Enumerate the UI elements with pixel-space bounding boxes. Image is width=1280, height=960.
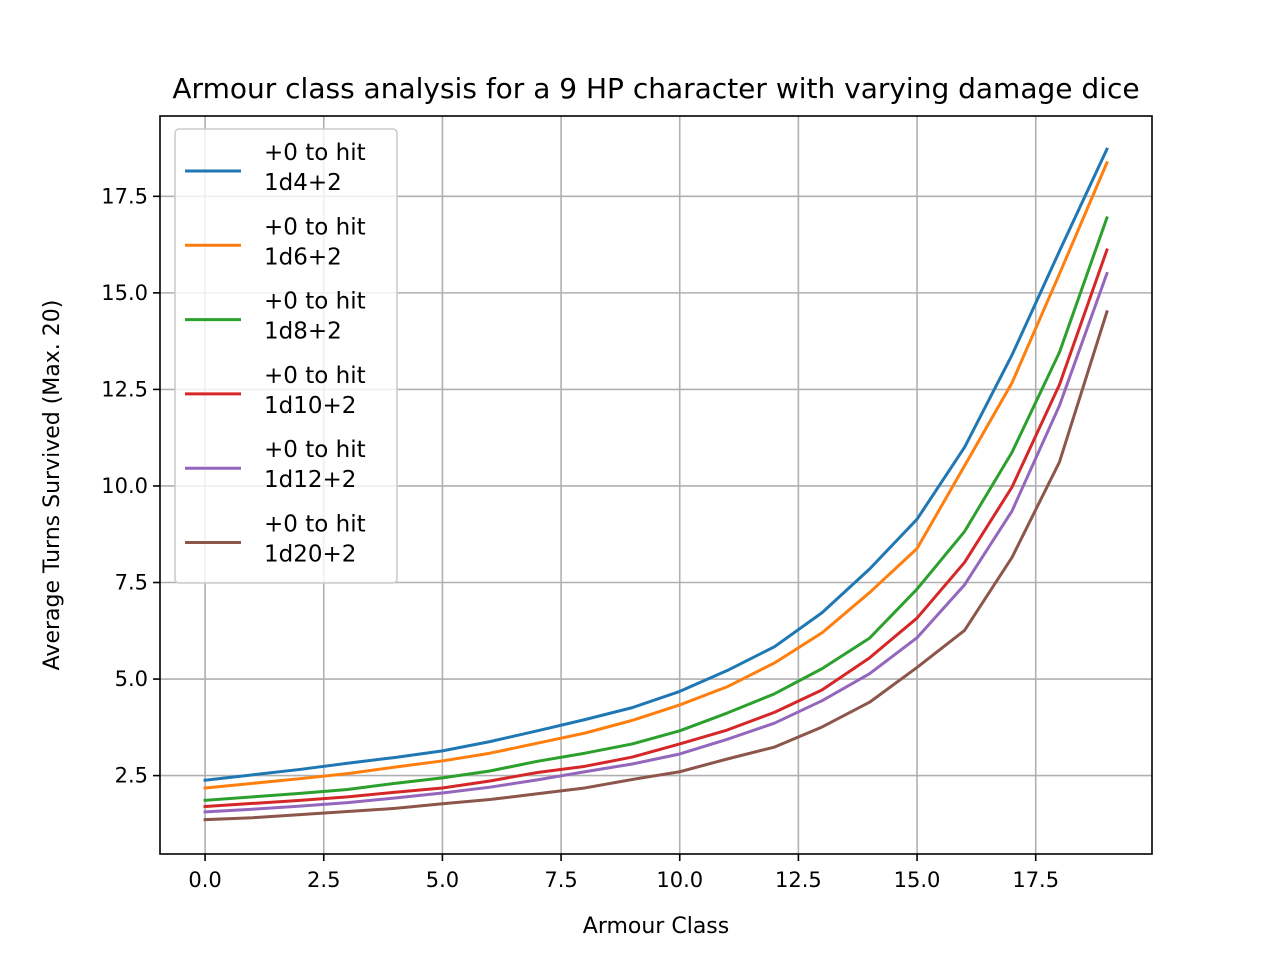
series-line-5	[203, 271, 1109, 814]
y-tick-label: 2.5	[115, 764, 148, 788]
y-tick-label: 17.5	[101, 184, 148, 208]
series-line-2	[203, 160, 1109, 790]
x-tick-label: 7.5	[544, 868, 577, 892]
legend-label-1: +0 to hit 1d4+2	[264, 140, 366, 196]
series-line-6	[203, 309, 1109, 822]
legend: +0 to hit 1d4+2 +0 to hit 1d6+2 +0 to hit 1d8…	[174, 128, 398, 584]
x-tick-label: 0.0	[188, 868, 221, 892]
series-line-4	[203, 248, 1109, 809]
x-tick-label: 2.5	[307, 868, 340, 892]
x-tick-label: 10.0	[656, 868, 703, 892]
y-tick-label: 15.0	[101, 281, 148, 305]
x-tick-label: 15.0	[894, 868, 941, 892]
chart-title: Armour class analysis for a 9 HP charact…	[172, 72, 1139, 105]
series-lines	[203, 147, 1109, 822]
legend-label-5: +0 to hit 1d12+2	[264, 437, 366, 493]
y-tick-label: 7.5	[115, 571, 148, 595]
axis-ticks: 0.0 2.5 5.0 7.5 10.0 12.5 15.0 17.5 2.5 5.0 7.5 10.…	[101, 184, 1059, 892]
legend-label-4: +0 to hit 1d10+2	[264, 363, 366, 419]
y-tick-label: 5.0	[115, 667, 148, 691]
series-line-1	[203, 147, 1109, 782]
series-line-3	[203, 216, 1109, 802]
legend-label-6: +0 to hit 1d20+2	[264, 512, 366, 568]
x-axis-label: Armour Class	[583, 914, 729, 939]
y-axis-label: Average Turns Survived (Max. 20)	[40, 300, 65, 671]
y-tick-label: 12.5	[101, 377, 148, 401]
legend-label-3: +0 to hit 1d8+2	[264, 289, 366, 345]
x-tick-label: 5.0	[426, 868, 459, 892]
legend-label-2: +0 to hit 1d6+2	[264, 214, 366, 270]
x-tick-label: 17.5	[1012, 868, 1059, 892]
y-tick-label: 10.0	[101, 474, 148, 498]
x-tick-label: 12.5	[775, 868, 822, 892]
plot-frame	[159, 115, 1153, 855]
